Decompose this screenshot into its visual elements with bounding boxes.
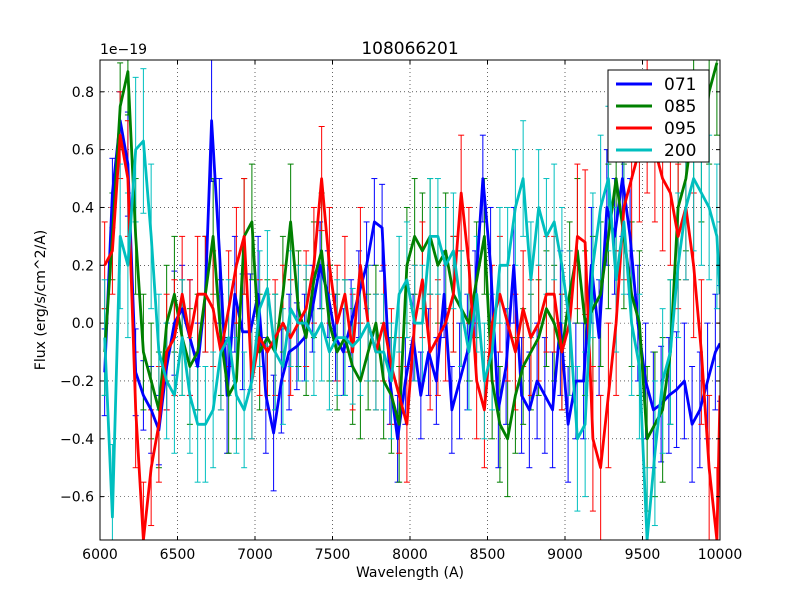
y-axis-offset-text: 1e−19 [100, 42, 147, 58]
y-tick-label: −0.4 [60, 432, 94, 448]
y-tick-label: 0.6 [72, 143, 94, 159]
legend-label-095: 095 [664, 119, 696, 139]
series-line-085 [103, 62, 719, 441]
y-axis-label: Flux (erg/s/cm^2/A) [33, 230, 49, 370]
legend-label-085: 085 [664, 97, 696, 117]
x-tick-label: 8500 [470, 547, 506, 563]
y-tick-label: 0.8 [72, 85, 94, 101]
legend-label-200: 200 [664, 141, 696, 161]
x-tick-label: 6000 [82, 547, 118, 563]
x-tick-label: 6500 [160, 547, 196, 563]
legend-label-071: 071 [664, 75, 696, 95]
x-tick-label: 7000 [237, 547, 273, 563]
chart-title: 108066201 [361, 39, 458, 59]
x-tick-label: 9500 [625, 547, 661, 563]
axes-ticks: 6000 6500 7000 7500 8000 8500 9000 9500 10000 −0.… [60, 60, 742, 563]
x-tick-label: 9000 [547, 547, 583, 563]
y-tick-label: −0.2 [60, 374, 94, 390]
y-tick-label: −0.6 [60, 490, 94, 506]
x-tick-label: 7500 [315, 547, 351, 563]
series-line-200 [103, 139, 720, 540]
x-tick-label: 10000 [698, 547, 743, 563]
x-axis-label: Wavelength (A) [356, 565, 464, 581]
y-tick-label: 0.2 [72, 258, 94, 274]
y-tick-label: 0.0 [72, 316, 94, 332]
x-tick-label: 8000 [392, 547, 428, 563]
legend-box [607, 69, 710, 163]
y-tick-label: 0.4 [72, 200, 94, 216]
